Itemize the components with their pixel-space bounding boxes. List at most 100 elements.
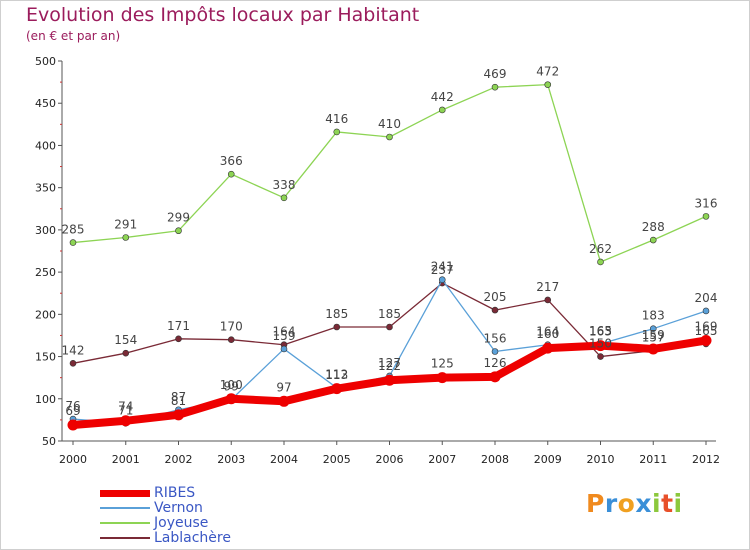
chart-subtitle: (en € et par an): [26, 29, 121, 43]
data-point-ribes: [225, 393, 237, 405]
data-point-vernon: [702, 307, 710, 315]
data-label-vernon: 159: [273, 329, 296, 343]
data-label-lablachere: 185: [378, 307, 401, 321]
data-label-lablachere: 150: [589, 337, 612, 351]
data-point-lablachere: [175, 335, 182, 343]
y-tick-label: 300: [35, 224, 56, 237]
data-label-joyeuse: 366: [220, 154, 243, 168]
data-point-joyeuse: [702, 213, 710, 220]
x-tick-label: 2004: [270, 453, 298, 466]
data-label-vernon: 71: [118, 403, 133, 417]
data-point-ribes: [436, 372, 448, 384]
data-label-lablachere: 205: [484, 290, 507, 304]
data-label-lablachere: 142: [62, 343, 85, 357]
data-label-joyeuse: 299: [167, 211, 190, 225]
data-label-joyeuse: 262: [589, 242, 612, 256]
legend-label-joyeuse: Joyeuse: [154, 515, 209, 531]
data-point-ribes: [647, 343, 659, 355]
data-point-ribes: [384, 374, 395, 386]
y-tick-label: 100: [35, 393, 56, 406]
data-point-lablachere: [544, 296, 552, 304]
legend-label-vernon: Vernon: [154, 500, 203, 516]
data-label-joyeuse: 316: [695, 196, 718, 210]
data-point-joyeuse: [69, 239, 77, 246]
x-tick-label: 2005: [323, 453, 351, 466]
legend-swatch-joyeuse: [100, 522, 150, 524]
data-label-lablachere: 164: [273, 325, 296, 339]
data-label-joyeuse: 285: [62, 223, 85, 237]
logo-letter: r: [604, 489, 618, 518]
x-tick-label: 2011: [639, 453, 667, 466]
data-label-vernon: 99: [224, 380, 239, 394]
data-point-lablachere: [333, 323, 341, 331]
data-label-lablachere: 237: [431, 263, 454, 277]
legend-label-ribes: RIBES: [154, 485, 196, 501]
data-label-ribes: 122: [378, 359, 401, 373]
legend-swatch-lablachere: [100, 537, 150, 539]
logo-letter: i: [673, 489, 683, 518]
y-tick-label: 500: [35, 55, 56, 68]
data-label-ribes: 159: [642, 328, 665, 342]
series-line-joyeuse: [72, 83, 707, 263]
data-point-joyeuse: [333, 128, 341, 136]
data-point-lablachere: [491, 306, 499, 314]
data-label-lablachere: 157: [642, 331, 665, 345]
y-tick-label: 450: [35, 97, 56, 110]
data-label-lablachere: 185: [325, 307, 348, 321]
data-label-vernon: 183: [642, 309, 665, 323]
x-tick-label: 2006: [376, 453, 404, 466]
data-label-ribes: 100: [220, 378, 243, 392]
x-tick-label: 2000: [59, 453, 87, 466]
x-tick-label: 2008: [481, 453, 509, 466]
data-point-lablachere: [597, 353, 604, 360]
data-point-ribes: [173, 409, 184, 421]
y-tick-label: 50: [42, 435, 56, 448]
data-label-lablachere: 165: [695, 324, 718, 338]
data-label-joyeuse: 291: [114, 217, 137, 231]
data-label-vernon: 113: [325, 368, 348, 382]
legend-swatch-vernon: [100, 507, 150, 509]
data-point-ribes: [542, 342, 554, 354]
data-label-lablachere: 171: [167, 319, 190, 333]
x-tick-label: 2012: [692, 453, 720, 466]
data-label-vernon: 127: [378, 356, 401, 370]
data-label-joyeuse: 469: [484, 67, 507, 81]
data-point-joyeuse: [649, 236, 657, 244]
data-label-vernon: 241: [431, 260, 454, 274]
logo-letter: i: [652, 489, 662, 518]
x-tick-label: 2003: [217, 453, 245, 466]
data-point-vernon: [438, 276, 446, 284]
data-label-vernon: 165: [589, 324, 612, 338]
data-label-ribes: 74: [118, 400, 133, 414]
proxiti-logo: Proxiti: [586, 489, 683, 518]
x-tick-label: 2007: [428, 453, 456, 466]
data-label-ribes: 169: [695, 320, 718, 334]
y-tick-label: 150: [35, 351, 56, 364]
data-point-lablachere: [69, 360, 77, 367]
x-tick-label: 2001: [112, 453, 140, 466]
data-label-joyeuse: 416: [325, 112, 348, 126]
x-tick-label: 2010: [587, 453, 615, 466]
data-label-ribes: 126: [484, 356, 507, 370]
x-tick-label: 2009: [534, 453, 562, 466]
logo-letter: t: [661, 489, 674, 518]
data-label-joyeuse: 288: [642, 220, 665, 234]
data-label-joyeuse: 442: [431, 90, 454, 104]
data-label-ribes: 81: [171, 394, 186, 408]
y-tick-label: 250: [35, 266, 56, 279]
data-point-joyeuse: [386, 133, 393, 141]
data-label-joyeuse: 338: [273, 178, 296, 192]
data-label-vernon: 76: [65, 399, 80, 413]
data-point-ribes: [278, 395, 290, 407]
logo-letter: P: [586, 489, 605, 518]
data-label-joyeuse: 472: [536, 65, 559, 79]
data-label-vernon: 156: [484, 331, 507, 345]
data-label-ribes: 112: [325, 368, 348, 382]
data-point-joyeuse: [227, 170, 235, 178]
data-label-lablachere: 217: [536, 280, 559, 294]
chart-title: Evolution des Impôts locaux par Habitant: [26, 4, 420, 26]
data-label-vernon: 164: [536, 325, 559, 339]
data-label-ribes: 160: [536, 327, 559, 341]
data-point-ribes: [700, 335, 712, 347]
